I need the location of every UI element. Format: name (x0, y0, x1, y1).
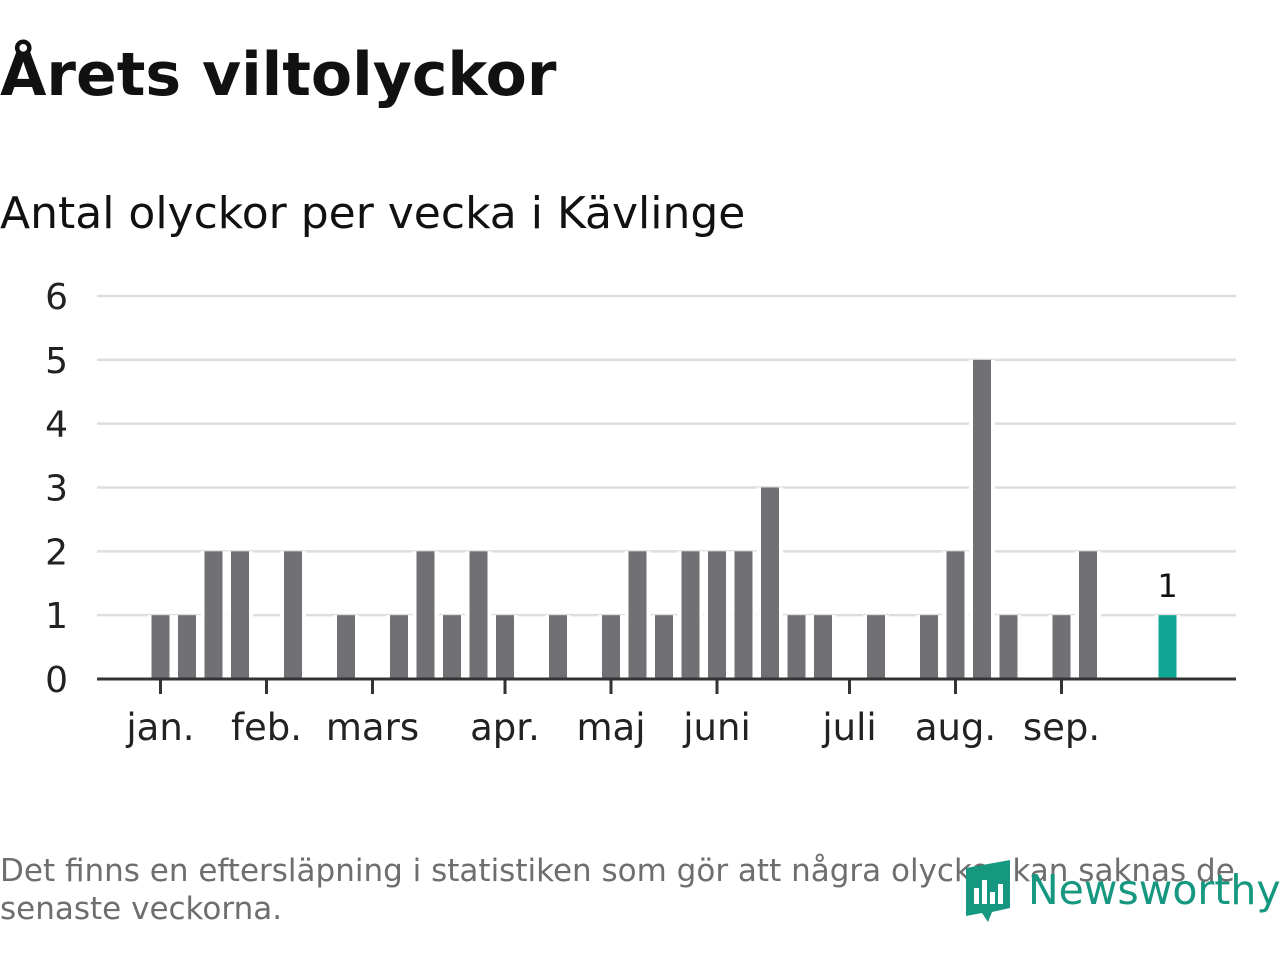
y-tick-label: 0 (45, 660, 68, 701)
footnote: Det finns en eftersläpning i statistiken… (0, 853, 1235, 927)
bar (946, 551, 965, 679)
bar (973, 359, 991, 679)
bar (920, 615, 938, 679)
x-tick-label: apr. (470, 706, 540, 749)
bar (734, 551, 753, 679)
brand-name: Newsworthy (1028, 866, 1280, 914)
highlight-data-label: 1 (1157, 567, 1177, 605)
bar (1052, 615, 1071, 679)
x-tick-label: sep. (1023, 706, 1100, 749)
bar (787, 615, 806, 679)
x-tick-label: aug. (915, 706, 996, 749)
x-tick-label: mars (326, 706, 419, 749)
y-tick-label: 6 (45, 277, 68, 318)
bar (390, 615, 408, 679)
bar (284, 551, 302, 679)
bar (416, 551, 435, 679)
bar (867, 615, 885, 679)
y-tick-label: 2 (45, 532, 68, 573)
bar (655, 615, 673, 679)
bar (178, 615, 196, 679)
bar (628, 551, 647, 679)
bar (204, 551, 223, 679)
bar (602, 615, 620, 679)
x-tick-label: juli (821, 706, 876, 749)
bar (1079, 551, 1097, 679)
x-tick-label: jan. (125, 706, 194, 749)
chart-subtitle: Antal olyckor per vecka i Kävlinge (0, 188, 746, 239)
bar (496, 615, 514, 679)
bar (151, 615, 170, 679)
bar (681, 551, 700, 679)
x-tick-label: juni (682, 706, 750, 749)
y-tick-label: 3 (45, 469, 68, 510)
bar (231, 551, 249, 679)
bar (761, 487, 779, 679)
newsworthy-logo-icon (966, 860, 1010, 922)
y-tick-label: 1 (45, 596, 68, 637)
y-tick-label: 5 (45, 341, 68, 382)
bar (708, 551, 726, 679)
x-tick-label: maj (577, 706, 646, 749)
x-tick-label: feb. (231, 706, 302, 749)
bar (443, 615, 461, 679)
chart-title: Årets viltolyckor (0, 40, 557, 110)
y-tick-label: 4 (45, 405, 68, 446)
bar (469, 551, 488, 679)
bar (999, 615, 1018, 679)
bar-highlight (1158, 615, 1177, 679)
brand-logo: Newsworthy (962, 858, 1280, 922)
bar (814, 615, 832, 679)
bar-chart: 0 1 2 3 4 5 6 1 jan. feb. mars apr. maj juni juli aug. s… (45, 277, 1236, 749)
bar (549, 615, 567, 679)
bar (337, 615, 355, 679)
